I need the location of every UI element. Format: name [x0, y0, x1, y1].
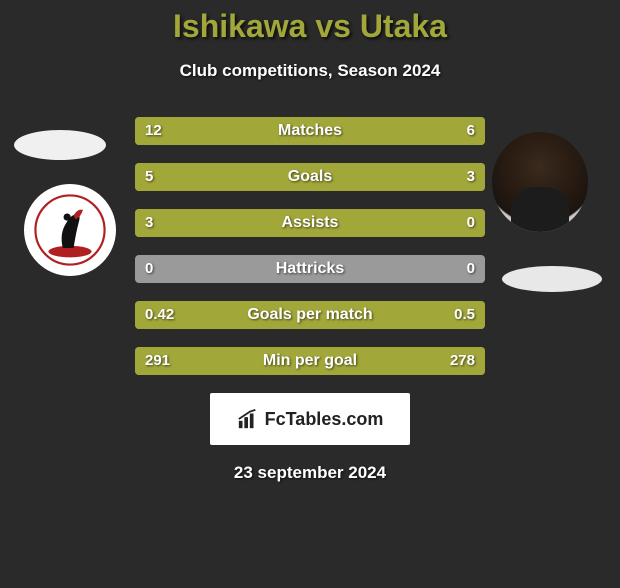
stat-value-left: 3	[145, 209, 153, 237]
date-text: 23 september 2024	[0, 463, 620, 483]
page-title: Ishikawa vs Utaka	[0, 8, 620, 45]
stat-label: Hattricks	[135, 255, 485, 283]
stat-value-right: 278	[450, 347, 475, 375]
stat-value-right: 6	[467, 117, 475, 145]
stats-container: Matches126Goals53Assists30Hattricks00Goa…	[135, 117, 485, 375]
stat-row: Min per goal291 278	[135, 347, 485, 375]
stat-label: Matches	[135, 117, 485, 145]
stat-row: Matches12 6	[135, 117, 485, 145]
stat-value-left: 0.42	[145, 301, 174, 329]
stat-label: Min per goal	[135, 347, 485, 375]
subtitle: Club competitions, Season 2024	[0, 61, 620, 81]
stat-value-right: 0	[467, 209, 475, 237]
brand-chart-icon	[237, 408, 259, 430]
stat-value-left: 12	[145, 117, 162, 145]
stat-row: Goals5 3	[135, 163, 485, 191]
player-right-avatar	[492, 132, 588, 232]
brand-text: FcTables.com	[265, 409, 384, 430]
stat-value-left: 291	[145, 347, 170, 375]
brand-attribution: FcTables.com	[210, 393, 410, 445]
player-left-avatar-placeholder	[14, 130, 106, 160]
stat-row: Assists3 0	[135, 209, 485, 237]
player-right-club-placeholder	[502, 266, 602, 292]
stat-label: Goals	[135, 163, 485, 191]
stat-value-left: 0	[145, 255, 153, 283]
stat-value-left: 5	[145, 163, 153, 191]
stat-label: Assists	[135, 209, 485, 237]
stat-value-right: 0.5	[454, 301, 475, 329]
stat-label: Goals per match	[135, 301, 485, 329]
stat-value-right: 0	[467, 255, 475, 283]
stat-row: Hattricks0 0	[135, 255, 485, 283]
player-left-club-logo	[24, 184, 116, 276]
stat-row: Goals per match0.42 0.5	[135, 301, 485, 329]
club-logo-icon	[34, 194, 106, 266]
stat-value-right: 3	[467, 163, 475, 191]
